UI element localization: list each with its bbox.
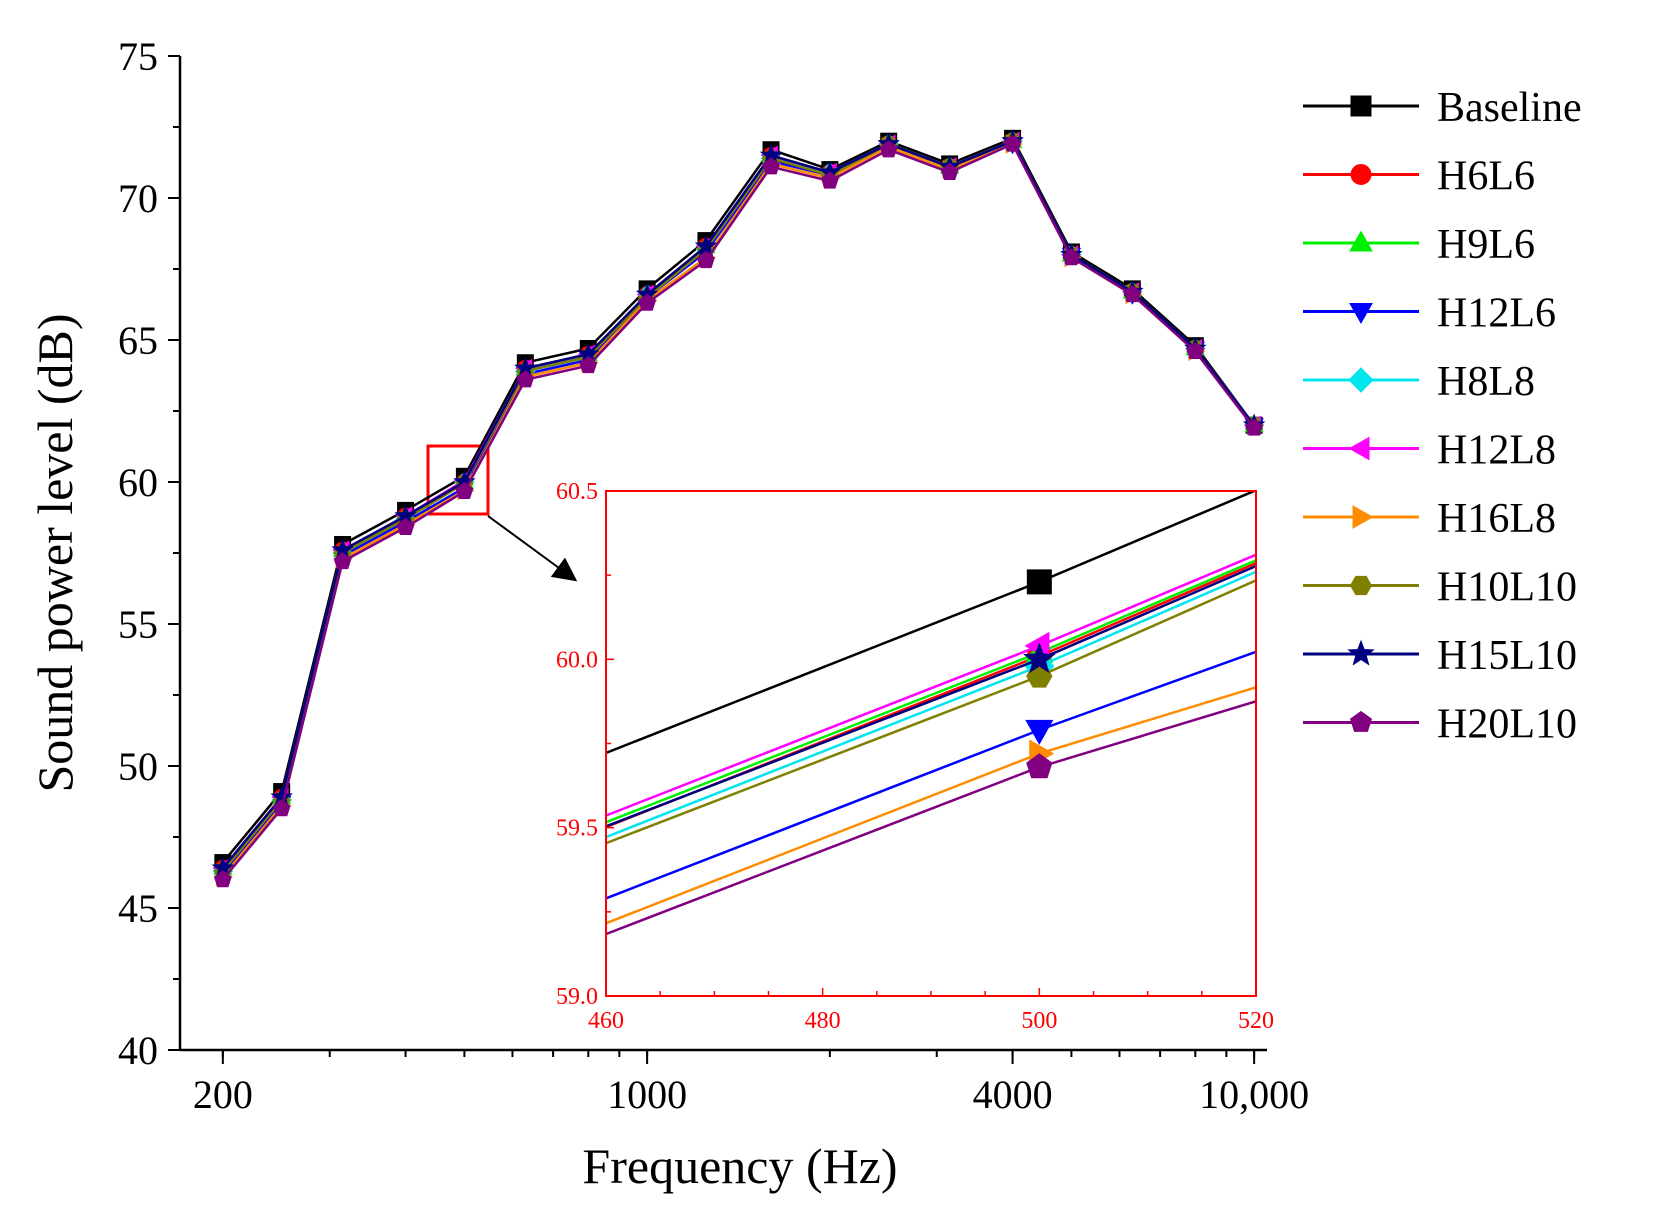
legend-label: Baseline bbox=[1437, 85, 1582, 131]
inset-series bbox=[606, 491, 1256, 936]
legend-item-H12L8: H12L8 bbox=[1303, 428, 1556, 474]
legend-item-H12L6: H12L6 bbox=[1303, 291, 1556, 337]
legend: Baseline H6L6 H9L6 H12L6 H8L8 H12L8 H16L8 H10L1… bbox=[1303, 85, 1582, 748]
legend-marker bbox=[1348, 367, 1374, 393]
y-tick-label: 55 bbox=[118, 602, 158, 647]
legend-item-H20L10: H20L10 bbox=[1303, 702, 1577, 748]
legend-marker bbox=[1347, 639, 1375, 666]
legend-label: H15L10 bbox=[1437, 633, 1577, 679]
series-H20L10 bbox=[213, 134, 1264, 888]
x-tick-label: 1000 bbox=[607, 1072, 687, 1117]
x-tick-label: 4000 bbox=[973, 1072, 1053, 1117]
legend-item-H8L8: H8L8 bbox=[1303, 359, 1535, 405]
legend-label: H10L10 bbox=[1437, 565, 1577, 611]
legend-marker bbox=[1349, 230, 1373, 252]
series-line bbox=[221, 137, 1256, 864]
y-tick-label: 45 bbox=[118, 886, 158, 931]
legend-label: H12L8 bbox=[1437, 428, 1556, 474]
legend-marker bbox=[1350, 95, 1372, 117]
legend-marker bbox=[1352, 505, 1374, 529]
y-tick-label: 60 bbox=[118, 460, 158, 505]
y-ticks: 40 45 50 55 60 65 70 75 bbox=[118, 34, 180, 1073]
x-tick-label: 200 bbox=[193, 1072, 253, 1117]
series-line bbox=[221, 139, 1256, 869]
main-axes: 40 45 50 55 60 65 70 75 200 1000 4000 10,000 bbox=[118, 34, 1309, 1117]
x-tick-label: 10,000 bbox=[1199, 1072, 1309, 1117]
data-point bbox=[940, 163, 959, 181]
zoom-arrow bbox=[487, 515, 578, 582]
data-point bbox=[516, 370, 535, 388]
data-point bbox=[455, 481, 474, 499]
inset-y-tick-label: 60.5 bbox=[556, 479, 598, 505]
data-point bbox=[1003, 134, 1022, 152]
inset-data-point bbox=[1023, 642, 1056, 674]
legend-label: H8L8 bbox=[1437, 359, 1535, 405]
data-point bbox=[1062, 248, 1081, 266]
data-point bbox=[396, 518, 415, 536]
inset-x-tick-label: 520 bbox=[1238, 1008, 1274, 1034]
legend-marker bbox=[1349, 710, 1373, 732]
legend-item-H9L6: H9L6 bbox=[1303, 222, 1535, 268]
data-point bbox=[696, 251, 715, 269]
data-point bbox=[579, 356, 598, 374]
legend-marker bbox=[1349, 575, 1373, 596]
main-series bbox=[211, 129, 1266, 888]
y-tick-label: 50 bbox=[118, 744, 158, 789]
data-point bbox=[638, 293, 657, 311]
legend-item-H10L10: H10L10 bbox=[1303, 565, 1577, 611]
inset-series-H12L6 bbox=[606, 650, 1256, 900]
inset-x-tick-label: 500 bbox=[1021, 1008, 1057, 1034]
legend-item-H16L8: H16L8 bbox=[1303, 496, 1556, 542]
legend-label: H6L6 bbox=[1437, 154, 1535, 200]
inset-y-tick-label: 59.0 bbox=[556, 984, 598, 1010]
inset-background bbox=[606, 491, 1256, 996]
data-point bbox=[1123, 285, 1142, 303]
inset-ticks: 59.0 59.5 60.0 60.5 460 480 500 520 bbox=[556, 479, 1274, 1034]
data-point bbox=[820, 171, 839, 189]
legend-label: H16L8 bbox=[1437, 496, 1556, 542]
x-ticks: 200 1000 4000 10,000 bbox=[193, 1050, 1309, 1117]
inset-series-H15L10 bbox=[606, 564, 1256, 828]
inset-series-Baseline bbox=[606, 491, 1256, 755]
inset-data-point bbox=[1025, 719, 1054, 745]
legend-label: H9L6 bbox=[1437, 222, 1535, 268]
legend-label: H12L6 bbox=[1437, 291, 1556, 337]
inset-chart: 59.0 59.5 60.0 60.5 460 480 500 520 bbox=[556, 479, 1274, 1034]
legend-marker bbox=[1350, 164, 1372, 185]
inset-y-tick-label: 59.5 bbox=[556, 816, 598, 842]
inset-series-H20L10 bbox=[606, 700, 1256, 936]
legend-marker bbox=[1348, 436, 1370, 461]
data-point bbox=[1245, 418, 1264, 436]
inset-data-point bbox=[1026, 569, 1052, 595]
zoom-box bbox=[426, 444, 490, 516]
inset-data-point bbox=[1026, 753, 1053, 779]
y-tick-label: 40 bbox=[118, 1028, 158, 1073]
data-point bbox=[762, 157, 780, 175]
y-tick-label: 70 bbox=[118, 176, 158, 221]
data-point bbox=[272, 799, 291, 817]
legend-item-Baseline: Baseline bbox=[1303, 85, 1582, 131]
data-point bbox=[213, 870, 232, 888]
inset-x-tick-label: 460 bbox=[588, 1008, 624, 1034]
legend-item-H6L6: H6L6 bbox=[1303, 154, 1535, 200]
legend-item-H15L10: H15L10 bbox=[1303, 633, 1577, 679]
legend-marker bbox=[1349, 303, 1373, 325]
legend-label: H20L10 bbox=[1437, 702, 1577, 748]
data-point bbox=[333, 552, 352, 570]
y-tick-label: 75 bbox=[118, 34, 158, 79]
x-axis-title: Frequency (Hz) bbox=[582, 1138, 897, 1194]
y-tick-label: 65 bbox=[118, 318, 158, 363]
data-point bbox=[694, 234, 718, 256]
inset-y-tick-label: 60.0 bbox=[556, 647, 598, 673]
y-axis-title: Sound power level (dB) bbox=[27, 313, 83, 792]
inset-x-tick-label: 480 bbox=[805, 1008, 841, 1034]
data-point bbox=[879, 140, 898, 158]
series-line bbox=[221, 142, 1256, 881]
data-point bbox=[1186, 341, 1205, 359]
